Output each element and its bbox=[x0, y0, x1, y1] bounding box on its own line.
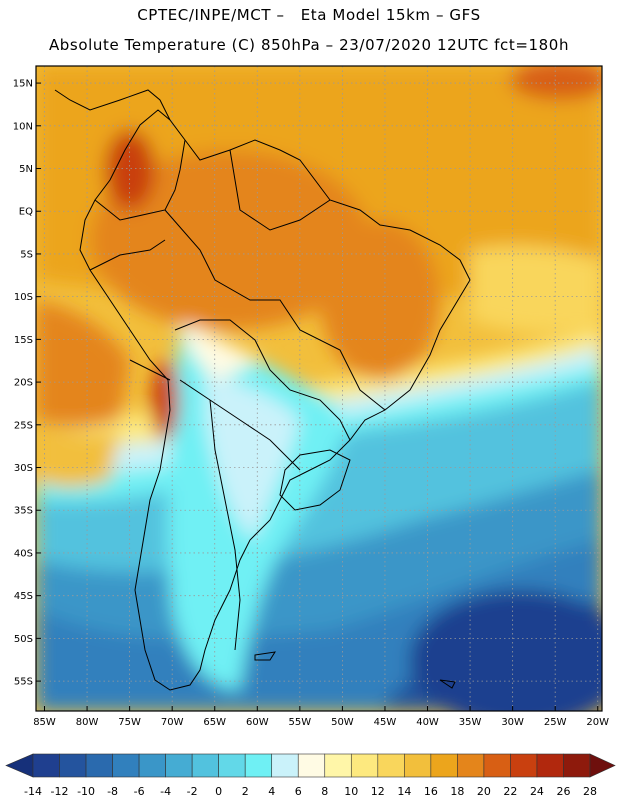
colorbar-segment bbox=[350, 753, 379, 778]
colorbar-label: -10 bbox=[77, 785, 95, 798]
colorbar-label: 20 bbox=[477, 785, 491, 798]
colorbar-segment bbox=[244, 753, 273, 778]
lon-label: 80W bbox=[76, 717, 99, 728]
colorbar-label: 10 bbox=[344, 785, 358, 798]
lon-label: 45W bbox=[374, 717, 397, 728]
lat-label: 35S bbox=[14, 506, 33, 517]
lat-label: 30S bbox=[14, 463, 33, 474]
colorbar-label: 16 bbox=[424, 785, 438, 798]
colorbar-segment bbox=[59, 753, 87, 778]
colorbar-segment bbox=[271, 753, 299, 778]
colorbar-label: -6 bbox=[134, 785, 145, 798]
colorbar-label: 22 bbox=[503, 785, 517, 798]
temperature-field bbox=[36, 66, 602, 711]
lat-label: 15N bbox=[13, 79, 33, 90]
colorbar-label: 12 bbox=[371, 785, 385, 798]
lon-label: 30W bbox=[501, 717, 524, 728]
lat-label: 10N bbox=[13, 121, 33, 132]
map-frame bbox=[35, 65, 603, 712]
colorbar-segment bbox=[138, 753, 166, 778]
title-line-2: Absolute Temperature (C) 850hPa – 23/07/… bbox=[48, 36, 570, 54]
colorbar-label: 28 bbox=[583, 785, 597, 798]
lon-label: 35W bbox=[459, 717, 482, 728]
lon-label: 20W bbox=[586, 717, 609, 728]
colorbar-segment bbox=[563, 753, 591, 778]
colorbar-segment bbox=[218, 753, 246, 778]
colorbar-label: 2 bbox=[242, 785, 249, 798]
colorbar-segment bbox=[510, 753, 538, 778]
lat-label: EQ bbox=[19, 207, 33, 218]
lat-label: 5S bbox=[20, 249, 33, 260]
lon-label: 65W bbox=[203, 717, 226, 728]
colorbar-low-arrow bbox=[5, 753, 34, 778]
colorbar-segment bbox=[377, 753, 405, 778]
colorbar-label: -14 bbox=[24, 785, 42, 798]
lon-label: 55W bbox=[289, 717, 312, 728]
colorbar-segment bbox=[32, 753, 60, 778]
lat-label: 45S bbox=[14, 591, 33, 602]
colorbar-label: 8 bbox=[321, 785, 328, 798]
colorbar-label: 4 bbox=[268, 785, 275, 798]
colorbar-segment bbox=[191, 753, 219, 778]
colorbar-label: 26 bbox=[556, 785, 570, 798]
colorbar-label: 24 bbox=[530, 785, 544, 798]
colorbar-segment bbox=[85, 753, 113, 778]
lat-label: 10S bbox=[14, 292, 33, 303]
colorbar-segment bbox=[483, 753, 511, 778]
colorbar-high-arrow bbox=[589, 753, 616, 778]
lon-label: 75W bbox=[118, 717, 141, 728]
colorbar-label: -8 bbox=[107, 785, 118, 798]
lat-label: 25S bbox=[14, 420, 33, 431]
lon-label: 50W bbox=[331, 717, 354, 728]
colorbar-segment bbox=[324, 753, 352, 778]
colorbar-label: 0 bbox=[215, 785, 222, 798]
colorbar: -14 -12 -10 -8 -6 -4 -2 0 2 4 6 8 10 12 14 16 18 20 22 24 26… bbox=[5, 753, 616, 798]
colorbar-label: -4 bbox=[160, 785, 171, 798]
colorbar-segment bbox=[536, 753, 564, 778]
lat-label: 40S bbox=[14, 548, 33, 559]
colorbar-segment bbox=[404, 753, 432, 778]
colorbar-segment bbox=[165, 753, 193, 778]
longitude-labels: 85W 80W 75W 70W 65W 60W 55W 50W 45W 40W 35W 30W 25W 2… bbox=[33, 706, 609, 728]
colorbar-segment bbox=[112, 753, 140, 778]
lat-label: 15S bbox=[14, 335, 33, 346]
colorbar-segment bbox=[430, 753, 458, 778]
colorbar-label: 18 bbox=[450, 785, 464, 798]
colorbar-label: -2 bbox=[187, 785, 198, 798]
lat-label: 5N bbox=[19, 164, 33, 175]
colorbar-segment bbox=[457, 753, 485, 778]
lat-label: 20S bbox=[14, 378, 33, 389]
lat-label: 50S bbox=[14, 634, 33, 645]
lon-label: 25W bbox=[544, 717, 567, 728]
lon-label: 85W bbox=[33, 717, 56, 728]
colorbar-label: -12 bbox=[51, 785, 69, 798]
lat-label: 55S bbox=[14, 677, 33, 688]
colorbar-label: 14 bbox=[397, 785, 411, 798]
latitude-labels: 15N 10N 5N EQ 5S 10S 15S 20S 25S 30S 35S 40S 45S 50S 5… bbox=[13, 79, 41, 688]
lon-label: 40W bbox=[416, 717, 439, 728]
lon-label: 60W bbox=[246, 717, 269, 728]
coastlines-and-borders bbox=[54, 89, 471, 691]
colorbar-label: 6 bbox=[295, 785, 302, 798]
colorbar-segment bbox=[297, 753, 326, 778]
lon-label: 70W bbox=[161, 717, 184, 728]
title-line-1: CPTEC/INPE/MCT – Eta Model 15km – GFS bbox=[137, 6, 481, 24]
